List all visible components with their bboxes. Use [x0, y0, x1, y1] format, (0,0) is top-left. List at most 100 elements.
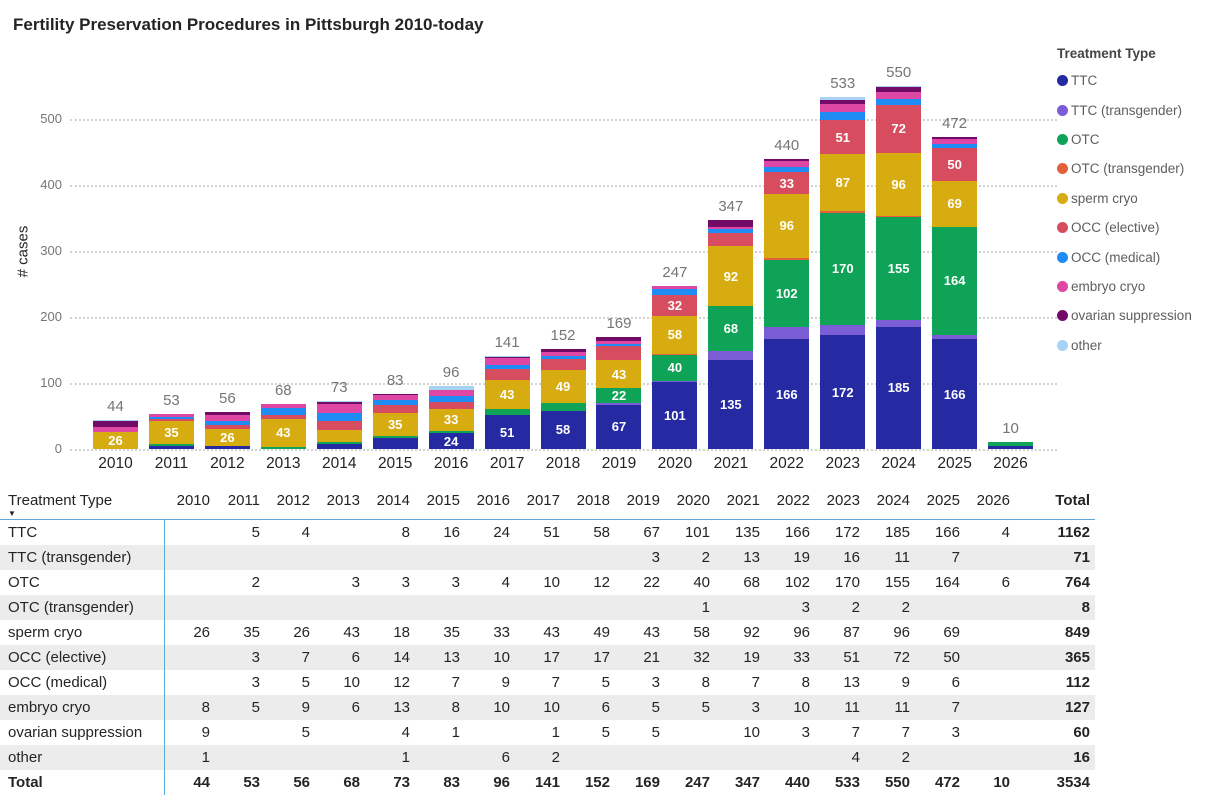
- segment-otc-2013[interactable]: [260, 447, 306, 449]
- legend-item-other[interactable]: other: [1057, 331, 1214, 360]
- cell-other-2021[interactable]: [715, 745, 765, 770]
- cell-embryo-cryo-2011[interactable]: 5: [251, 699, 260, 716]
- segment-ttc-2012[interactable]: [204, 446, 250, 449]
- cell-sperm-cryo-2025[interactable]: 69: [943, 624, 960, 641]
- segment-otc-2019[interactable]: 22: [596, 388, 642, 403]
- segment-otc-2024[interactable]: 155: [876, 217, 922, 320]
- segment-occ-medical-2023[interactable]: [820, 111, 866, 121]
- legend-item-sperm-cryo[interactable]: sperm cryo: [1057, 184, 1214, 213]
- cell-ovarian-suppression-2012[interactable]: 5: [301, 724, 310, 741]
- cell-occ-medical-2022[interactable]: 8: [801, 674, 810, 691]
- cell-sperm-cryo-2024[interactable]: 96: [893, 624, 910, 641]
- segment-ovarian-suppression-2024[interactable]: [876, 87, 922, 92]
- column-header-2026[interactable]: 2026: [976, 492, 1010, 509]
- segment-other-2014[interactable]: [316, 400, 362, 402]
- column-header-2014[interactable]: 2014: [376, 492, 410, 509]
- segment-embryo-cryo-2010[interactable]: [93, 426, 138, 432]
- cell-occ-elective-2021[interactable]: 19: [743, 649, 760, 666]
- segment-otc-2022[interactable]: 102: [764, 259, 810, 327]
- cell-occ-elective-2018[interactable]: 17: [593, 649, 610, 666]
- cell-ttc-transgender-2010[interactable]: [165, 545, 215, 570]
- cell-ovarian-suppression-2022[interactable]: 3: [801, 724, 810, 741]
- cell-ovarian-suppression-2016[interactable]: [465, 720, 515, 745]
- cell-embryo-cryo-2015[interactable]: 8: [451, 699, 460, 716]
- cell-sperm-cryo-2013[interactable]: 43: [343, 624, 360, 641]
- segment-embryo-cryo-2024[interactable]: [876, 91, 922, 100]
- cell-other-2010[interactable]: 1: [201, 749, 210, 766]
- cell-sperm-cryo-2026[interactable]: [965, 620, 1015, 645]
- cell-ttc-transgender-2014[interactable]: [365, 545, 415, 570]
- column-header-2016[interactable]: 2016: [476, 492, 510, 509]
- cell-ovarian-suppression-2010[interactable]: 9: [201, 724, 210, 741]
- cell-ttc-transgender-2025[interactable]: 7: [951, 549, 960, 566]
- cell-ttc-transgender-2020[interactable]: 2: [701, 549, 710, 566]
- cell-embryo-cryo-2018[interactable]: 6: [601, 699, 610, 716]
- segment-ovarian-suppression-2015[interactable]: [372, 394, 418, 395]
- cell-embryo-cryo-2021[interactable]: 3: [751, 699, 760, 716]
- cell-occ-medical-2012[interactable]: 5: [301, 674, 310, 691]
- cell-sperm-cryo-2021[interactable]: 92: [743, 624, 760, 641]
- cell-ttc-transgender-2023[interactable]: 16: [843, 549, 860, 566]
- cell-other-2025[interactable]: [915, 745, 965, 770]
- cell-otc-transgender-2020[interactable]: 1: [701, 599, 710, 616]
- segment-sperm-cryo-2016[interactable]: 33: [428, 408, 474, 431]
- cell-ttc-transgender-2015[interactable]: [415, 545, 465, 570]
- segment-occ-medical-2021[interactable]: [708, 228, 754, 234]
- segment-ttc-2017[interactable]: 51: [484, 415, 530, 449]
- segment-occ-elective-2023[interactable]: 51: [820, 120, 866, 154]
- cell-sperm-cryo-2014[interactable]: 18: [393, 624, 410, 641]
- cell-ttc-transgender-2013[interactable]: [315, 545, 365, 570]
- segment-ovarian-suppression-2022[interactable]: [764, 158, 810, 161]
- segment-sperm-cryo-2015[interactable]: 35: [372, 413, 418, 437]
- cell-occ-elective-2012[interactable]: 7: [301, 649, 310, 666]
- legend-item-otc[interactable]: OTC: [1057, 125, 1214, 154]
- row-header-otc[interactable]: OTC: [8, 574, 40, 591]
- segment-ttc-2016[interactable]: 24: [428, 433, 474, 449]
- segment-occ-medical-2025[interactable]: [932, 144, 978, 149]
- segment-embryo-cryo-2023[interactable]: [820, 104, 866, 112]
- segment-sperm-cryo-2023[interactable]: 87: [820, 153, 866, 212]
- cell-ttc-transgender-2019[interactable]: 3: [651, 549, 660, 566]
- cell-occ-medical-2024[interactable]: 9: [901, 674, 910, 691]
- segment-sperm-cryo-2013[interactable]: 43: [260, 418, 306, 448]
- segment-ttc-transgender-2021[interactable]: [708, 351, 754, 360]
- segment-otc-2023[interactable]: 170: [820, 212, 866, 325]
- cell-ovarian-suppression-2011[interactable]: [215, 720, 265, 745]
- cell-otc-2016[interactable]: 4: [501, 574, 510, 591]
- cell-embryo-cryo-2017[interactable]: 10: [543, 699, 560, 716]
- segment-occ-medical-2020[interactable]: [652, 289, 698, 295]
- segment-ovarian-suppression-2019[interactable]: [596, 337, 642, 341]
- segment-embryo-cryo-2013[interactable]: [260, 404, 306, 409]
- column-header-2015[interactable]: 2015: [426, 492, 460, 509]
- segment-ttc-2018[interactable]: 58: [540, 410, 586, 449]
- column-header-2020[interactable]: 2020: [676, 492, 710, 509]
- segment-other-2023[interactable]: [820, 97, 866, 100]
- column-header-2024[interactable]: 2024: [876, 492, 910, 509]
- cell-embryo-cryo-2025[interactable]: 7: [951, 699, 960, 716]
- cell-occ-medical-2023[interactable]: 13: [843, 674, 860, 691]
- cell-ovarian-suppression-2020[interactable]: [665, 720, 715, 745]
- cell-other-2017[interactable]: 2: [551, 749, 560, 766]
- column-header-2010[interactable]: 2010: [176, 492, 210, 509]
- segment-ovarian-suppression-2023[interactable]: [820, 99, 866, 105]
- segment-occ-medical-2012[interactable]: [204, 421, 250, 425]
- cell-otc-2024[interactable]: 155: [884, 574, 910, 591]
- segment-ovarian-suppression-2012[interactable]: [204, 412, 250, 416]
- segment-occ-medical-2014[interactable]: [316, 412, 362, 421]
- cell-occ-medical-2021[interactable]: 7: [751, 674, 760, 691]
- cell-occ-medical-2020[interactable]: 8: [701, 674, 710, 691]
- segment-occ-elective-2011[interactable]: [148, 419, 194, 422]
- legend-item-ttc[interactable]: TTC: [1057, 66, 1214, 95]
- segment-embryo-cryo-2019[interactable]: [596, 340, 642, 345]
- cell-ttc-2023[interactable]: 172: [834, 524, 860, 541]
- cell-otc-2015[interactable]: 3: [451, 574, 460, 591]
- segment-occ-elective-2015[interactable]: [372, 404, 418, 414]
- cell-occ-elective-2015[interactable]: 13: [443, 649, 460, 666]
- segment-other-2024[interactable]: [876, 86, 922, 88]
- segment-ttc-2026[interactable]: [988, 446, 1034, 449]
- cell-other-2019[interactable]: [615, 745, 665, 770]
- legend-item-occ-medical[interactable]: OCC (medical): [1057, 242, 1214, 271]
- cell-ovarian-suppression-2018[interactable]: 5: [601, 724, 610, 741]
- cell-otc-transgender-2026[interactable]: [965, 595, 1015, 620]
- cell-other-2024[interactable]: 2: [901, 749, 910, 766]
